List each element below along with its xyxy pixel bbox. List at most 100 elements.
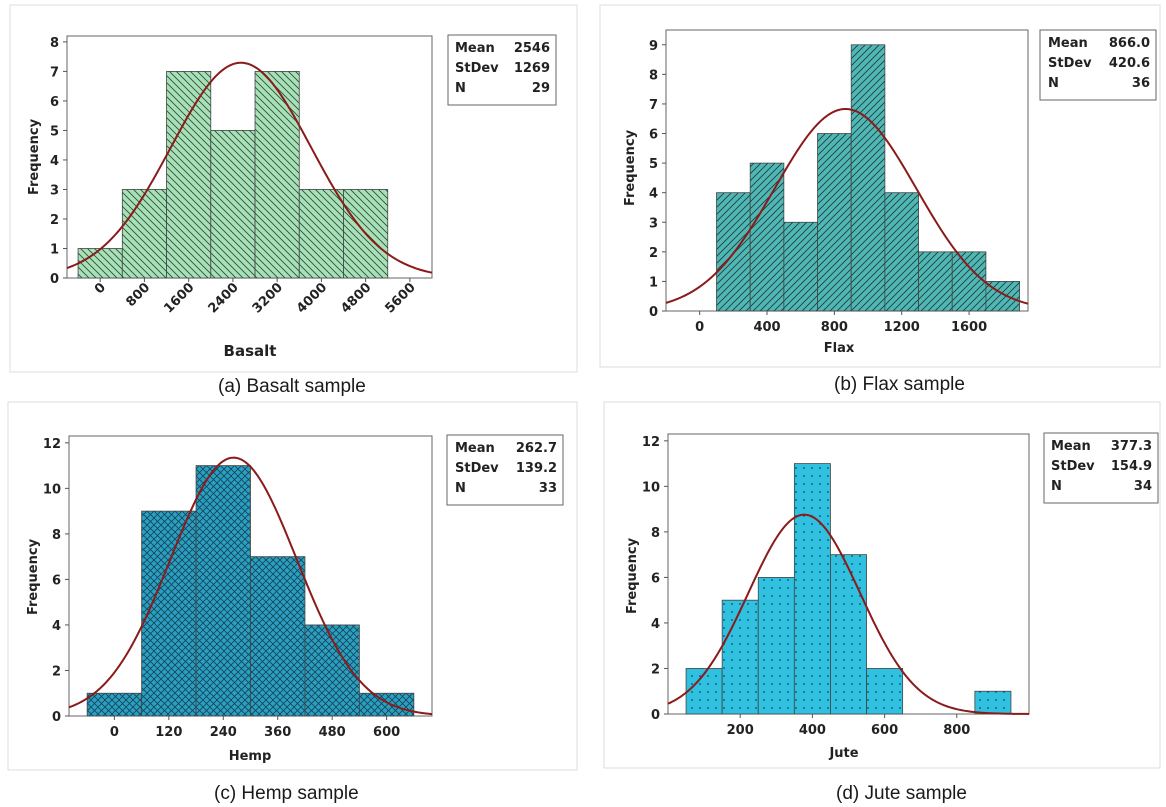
y-tick-label: 2: [50, 213, 59, 228]
normal-fit-curve: [665, 108, 1029, 305]
y-axis-label: Frequency: [623, 129, 638, 206]
stat-mean-value: 377.3: [1111, 439, 1152, 454]
x-tick-label: 1600: [951, 320, 987, 335]
stat-stdev-value: 420.6: [1109, 56, 1150, 71]
stat-stdev-label: StDev: [455, 461, 499, 476]
histogram-bar: [884, 192, 919, 312]
y-tick-label: 0: [651, 708, 660, 723]
histogram-bar: [166, 71, 212, 279]
y-tick-label: 6: [649, 128, 658, 143]
histogram-bar: [298, 189, 344, 279]
stat-stdev-value: 154.9: [1111, 459, 1152, 474]
x-tick-label: 1200: [884, 320, 920, 335]
x-axis-label: Hemp: [229, 749, 272, 764]
histogram-bar: [817, 133, 852, 312]
caption: (d) Jute sample: [836, 783, 967, 804]
histogram-bar: [830, 554, 867, 715]
stats-box: Mean 262.7 StDev 139.2 N 33: [446, 434, 564, 506]
stat-mean-label: Mean: [455, 441, 495, 456]
stats-box: Mean 377.3 StDev 154.9 N 34: [1043, 432, 1159, 504]
y-tick-label: 1: [50, 242, 59, 257]
stat-mean-label: Mean: [455, 41, 495, 56]
y-tick-label: 4: [50, 154, 59, 169]
y-tick-label: 2: [649, 246, 658, 261]
y-tick-label: 6: [50, 95, 59, 110]
histogram-bar: [121, 189, 167, 279]
histogram-bar: [866, 668, 904, 715]
y-tick-label: 3: [649, 216, 658, 231]
y-tick-label: 6: [52, 573, 61, 588]
y-tick-label: 4: [649, 187, 658, 202]
histogram-bar: [250, 556, 306, 717]
x-tick-label: 480: [319, 725, 346, 740]
y-tick-label: 10: [642, 480, 660, 495]
stat-n-label: N: [455, 81, 466, 96]
y-tick-label: 0: [50, 272, 59, 287]
histogram-bar: [210, 130, 256, 279]
x-tick-label: 200: [727, 723, 754, 738]
caption: (a) Basalt sample: [218, 376, 366, 397]
normal-fit-curve: [68, 456, 433, 716]
y-axis-label: Frequency: [27, 118, 42, 195]
x-axis-label: Basalt: [224, 342, 277, 360]
histogram-bar: [850, 44, 886, 312]
x-tick-label: 600: [373, 725, 400, 740]
y-tick-label: 8: [52, 528, 61, 543]
y-axis-label: Frequency: [625, 537, 640, 614]
stat-mean-label: Mean: [1051, 439, 1091, 454]
histogram-bar: [918, 251, 953, 312]
panel-flax: 0 1 2 3 4 5 6 7 8 9 0 400 800 1200 1600 Frequency Fla…: [599, 4, 1161, 395]
histogram-bar: [974, 690, 1012, 715]
y-tick-label: 4: [52, 619, 61, 634]
x-tick-label: 400: [799, 723, 826, 738]
stat-stdev-label: StDev: [455, 61, 499, 76]
y-tick-label: 3: [50, 183, 59, 198]
histogram-bar: [721, 599, 759, 715]
x-tick-label: 0: [110, 725, 119, 740]
y-tick-label: 1: [649, 275, 658, 290]
stat-mean-label: Mean: [1048, 36, 1088, 51]
x-tick-label: 800: [943, 723, 970, 738]
normal-fit-curve: [667, 513, 1030, 715]
y-axis-label: Frequency: [26, 538, 41, 615]
histogram-bar: [749, 162, 785, 312]
y-tick-label: 0: [52, 710, 61, 725]
y-tick-label: 4: [651, 617, 660, 632]
stat-stdev-label: StDev: [1051, 459, 1095, 474]
y-tick-label: 10: [43, 482, 61, 497]
x-tick-label: 240: [210, 725, 237, 740]
x-tick-label: 400: [753, 320, 780, 335]
stat-n-label: N: [1051, 479, 1062, 494]
stat-n-label: N: [455, 481, 466, 496]
stat-n-value: 29: [532, 81, 550, 96]
y-tick-label: 7: [50, 65, 59, 80]
y-tick-label: 0: [649, 305, 658, 320]
stat-n-label: N: [1048, 76, 1059, 91]
histogram-bar: [951, 251, 987, 312]
stat-stdev-label: StDev: [1048, 56, 1092, 71]
x-axis-label: Jute: [828, 746, 858, 761]
stat-n-value: 36: [1132, 76, 1150, 91]
y-tick-label: 2: [52, 664, 61, 679]
caption: (c) Hemp sample: [214, 783, 359, 804]
stat-mean-value: 262.7: [516, 441, 557, 456]
y-tick-label: 8: [651, 526, 660, 541]
histogram-bar: [77, 248, 123, 279]
stat-mean-value: 866.0: [1109, 36, 1150, 51]
x-tick-label: 800: [821, 320, 848, 335]
caption: (b) Flax sample: [834, 374, 965, 395]
histogram-bar: [141, 510, 197, 717]
stat-stdev-value: 1269: [514, 61, 550, 76]
histogram-bar: [86, 692, 143, 717]
y-tick-label: 8: [50, 36, 59, 51]
y-tick-label: 2: [651, 662, 660, 677]
histogram-bar: [358, 692, 415, 717]
stat-stdev-value: 139.2: [516, 461, 557, 476]
histogram-bar: [783, 221, 818, 312]
stat-mean-value: 2546: [514, 41, 550, 56]
x-tick-label: 120: [155, 725, 182, 740]
y-tick-label: 12: [43, 437, 61, 452]
y-tick-label: 12: [642, 435, 660, 450]
